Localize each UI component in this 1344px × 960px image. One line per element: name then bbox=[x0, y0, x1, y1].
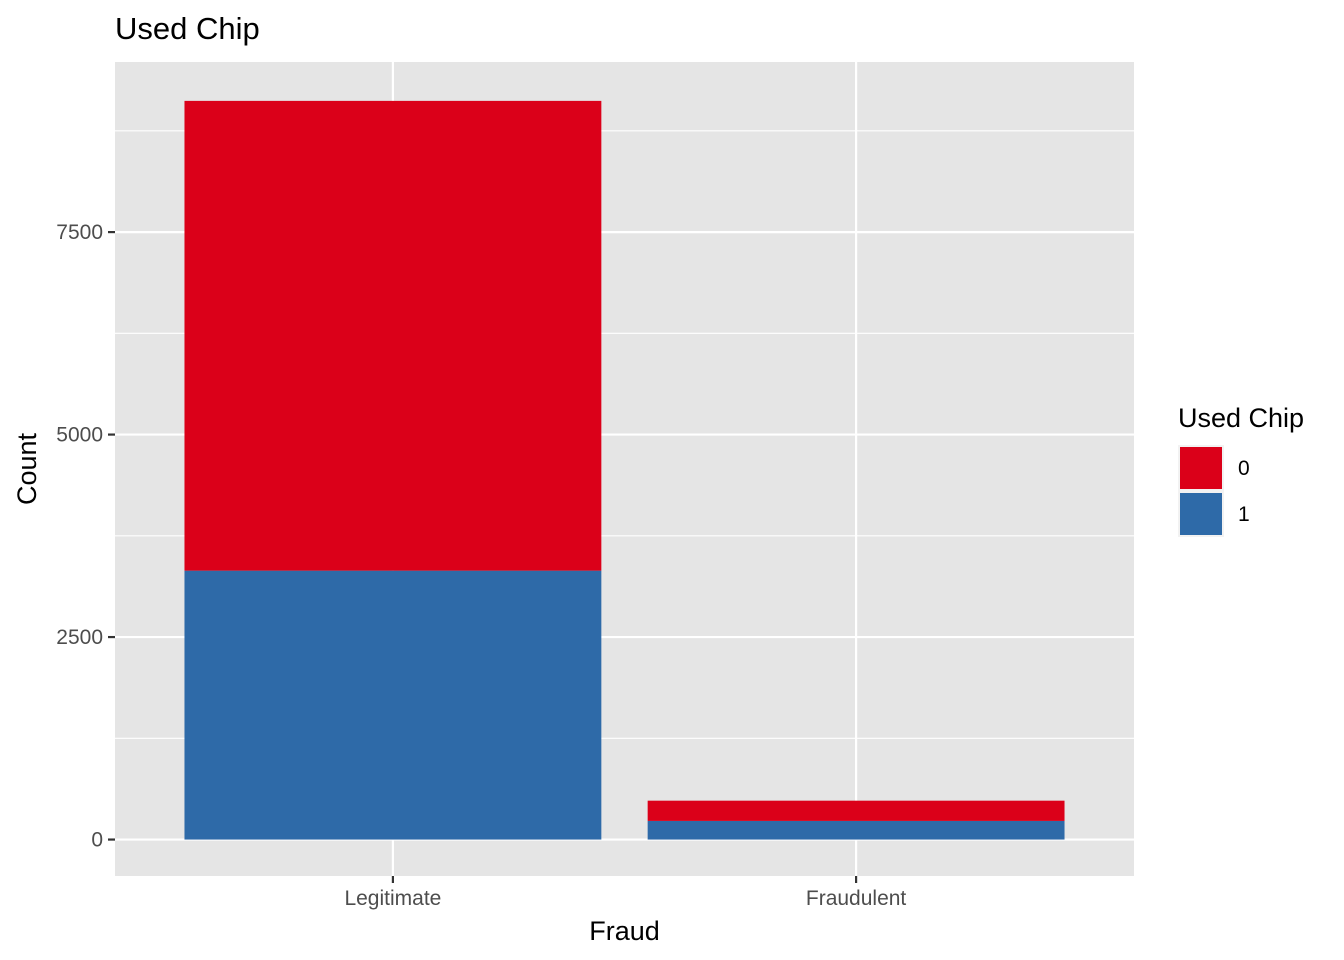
y-tick-label: 0 bbox=[91, 829, 103, 852]
bar-legitimate-used-chip-0 bbox=[184, 100, 602, 571]
bars bbox=[184, 100, 1065, 840]
y-tick-label: 7500 bbox=[56, 221, 103, 244]
legend-label-0: 0 bbox=[1238, 457, 1250, 480]
legend: Used Chip 0 1 bbox=[1178, 403, 1304, 537]
legend-swatch-0 bbox=[1180, 447, 1222, 489]
y-axis-title: Count bbox=[12, 432, 42, 505]
legend-label-1: 1 bbox=[1238, 503, 1250, 526]
x-axis: Legitimate Fraudulent bbox=[344, 876, 906, 910]
x-tick-label: Legitimate bbox=[344, 887, 441, 910]
bar-fraudulent-used-chip-1 bbox=[647, 820, 1065, 840]
x-axis-title: Fraud bbox=[589, 916, 660, 946]
y-axis: 0 2500 5000 7500 bbox=[56, 221, 115, 852]
y-tick-label: 5000 bbox=[56, 424, 103, 447]
y-tick-label: 2500 bbox=[56, 626, 103, 649]
x-tick-label: Fraudulent bbox=[806, 887, 907, 910]
bar-fraudulent-used-chip-0 bbox=[647, 800, 1065, 821]
bar-legitimate-used-chip-1 bbox=[184, 570, 602, 840]
legend-swatch-1 bbox=[1180, 493, 1222, 535]
legend-title: Used Chip bbox=[1178, 403, 1304, 433]
chart-title: Used Chip bbox=[115, 11, 260, 46]
